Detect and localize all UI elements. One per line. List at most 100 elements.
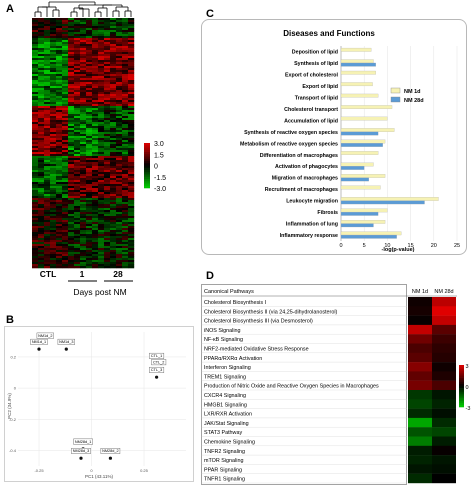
heatmap-a-cell [50, 18, 57, 21]
heatmap-a-cell [104, 116, 111, 119]
heatmap-a-cell [32, 184, 39, 187]
heatmap-a-cell [38, 114, 45, 117]
heatmap-a-cell [38, 212, 45, 215]
heatmap-a-cell [122, 50, 129, 53]
heatmap-a-cell [122, 252, 129, 255]
heatmap-a-cell [56, 38, 63, 41]
heatmap-a-cell [68, 22, 75, 25]
heatmap-a-cell [98, 128, 105, 131]
heatmap-a-cell [80, 52, 87, 55]
heatmap-a-cell [86, 114, 93, 117]
heatmap-a-cell [122, 134, 129, 137]
heatmap-a-cell [116, 94, 123, 97]
heatmap-a-cell [32, 44, 39, 47]
heatmap-a-cell [74, 112, 81, 115]
heatmap-a-cell [68, 242, 75, 245]
heatmap-a-cell [110, 104, 117, 107]
heatmap-a-cell [38, 134, 45, 137]
heatmap-a-cell [62, 58, 69, 61]
heatmap-a-cell [86, 18, 93, 21]
heatmap-a-cell [56, 92, 63, 95]
heatmap-a-cell [56, 110, 63, 113]
heatmap-a-cell [116, 24, 123, 27]
heatmap-a-cell [98, 138, 105, 141]
heatmap-a-cell [74, 210, 81, 213]
heatmap-a-cell [44, 154, 51, 157]
heatmap-a-cell [80, 76, 87, 79]
heatmap-a-cell [104, 34, 111, 37]
heatmap-a-cell [80, 248, 87, 251]
heatmap-a-cell [86, 206, 93, 209]
heatmap-a-cell [68, 90, 75, 93]
heatmap-a-cell [110, 156, 117, 159]
heatmap-a-cell [122, 172, 129, 175]
heatmap-a-cell [56, 222, 63, 225]
heatmap-a-cell [86, 140, 93, 143]
heatmap-a-cell [98, 34, 105, 37]
heatmap-a-cell [128, 150, 135, 153]
heatmap-a-cell [80, 58, 87, 61]
heatmap-a-cell [128, 134, 135, 137]
heatmap-a-cell [122, 224, 129, 227]
heatmap-a-cell [68, 120, 75, 123]
pca-point-label-box [100, 448, 121, 454]
heatmap-a-cell [50, 186, 57, 189]
heatmap-a-cell [104, 222, 111, 225]
heatmap-a-cell [62, 246, 69, 249]
heatmap-a-cell [92, 38, 99, 41]
heatmap-a-cell [68, 78, 75, 81]
heatmap-a-cell [50, 162, 57, 165]
heatmap-a-cell [44, 42, 51, 45]
heatmap-a-cell [62, 144, 69, 147]
heatmap-a-cell [86, 266, 93, 269]
pca-point-label-box [57, 338, 75, 345]
chart-c-category-label: Cholesterol transport [284, 107, 338, 113]
heatmap-a-cell [38, 82, 45, 85]
heatmap-a-cell [38, 146, 45, 149]
heatmap-a-cell [56, 166, 63, 169]
heatmap-a-cell [44, 86, 51, 89]
heatmap-a-cell [80, 216, 87, 219]
heatmap-a-cell [80, 182, 87, 185]
heatmap-a-cell [110, 130, 117, 133]
heatmap-a-cell [50, 176, 57, 179]
heatmap-a-cell [98, 158, 105, 161]
heatmap-a-cell [128, 64, 135, 67]
heatmap-a-cell [56, 264, 63, 267]
heatmap-a-cell [86, 154, 93, 157]
heatmap-a-cell [104, 92, 111, 95]
heatmap-a-cell [122, 138, 129, 141]
heatmap-a-cell [86, 144, 93, 147]
heatmap-a-cell [38, 104, 45, 107]
heatmap-a-cell [56, 116, 63, 119]
heatmap-a-cell [92, 150, 99, 153]
heatmap-a-cell [56, 196, 63, 199]
heatmap-a-cell [116, 36, 123, 39]
heatmap-a-cell [122, 256, 129, 259]
heatmap-a-cell [44, 240, 51, 243]
chart-c-legend: NM 1d NM 28d [390, 87, 424, 104]
heatmap-a-cell [80, 78, 87, 81]
heatmap-a-cell [50, 42, 57, 45]
heatmap-a-cell [68, 244, 75, 247]
heatmap-a-cell [74, 124, 81, 127]
heatmap-a-cell [98, 36, 105, 39]
heatmap-a-cell [74, 92, 81, 95]
heatmap-a-cell [68, 196, 75, 199]
heatmap-a-cell [128, 132, 135, 135]
heatmap-a-cell [116, 144, 123, 147]
heatmap-a-cell [86, 216, 93, 219]
heatmap-a-cell [128, 42, 135, 45]
heatmap-a-cell [50, 110, 57, 113]
heatmap-a-cell [116, 120, 123, 123]
heatmap-a-cell [62, 56, 69, 59]
heatmap-a-cell [92, 24, 99, 27]
heatmap-a-cell [128, 112, 135, 115]
heatmap-a-cell [116, 126, 123, 129]
heatmap-a-cell [98, 208, 105, 211]
heatmap-a-cell [122, 18, 129, 21]
heatmap-a-cell [122, 206, 129, 209]
heatmap-a-cell [122, 216, 129, 219]
heatmap-a-cell [128, 182, 135, 185]
heatmap-a-cell [44, 198, 51, 201]
